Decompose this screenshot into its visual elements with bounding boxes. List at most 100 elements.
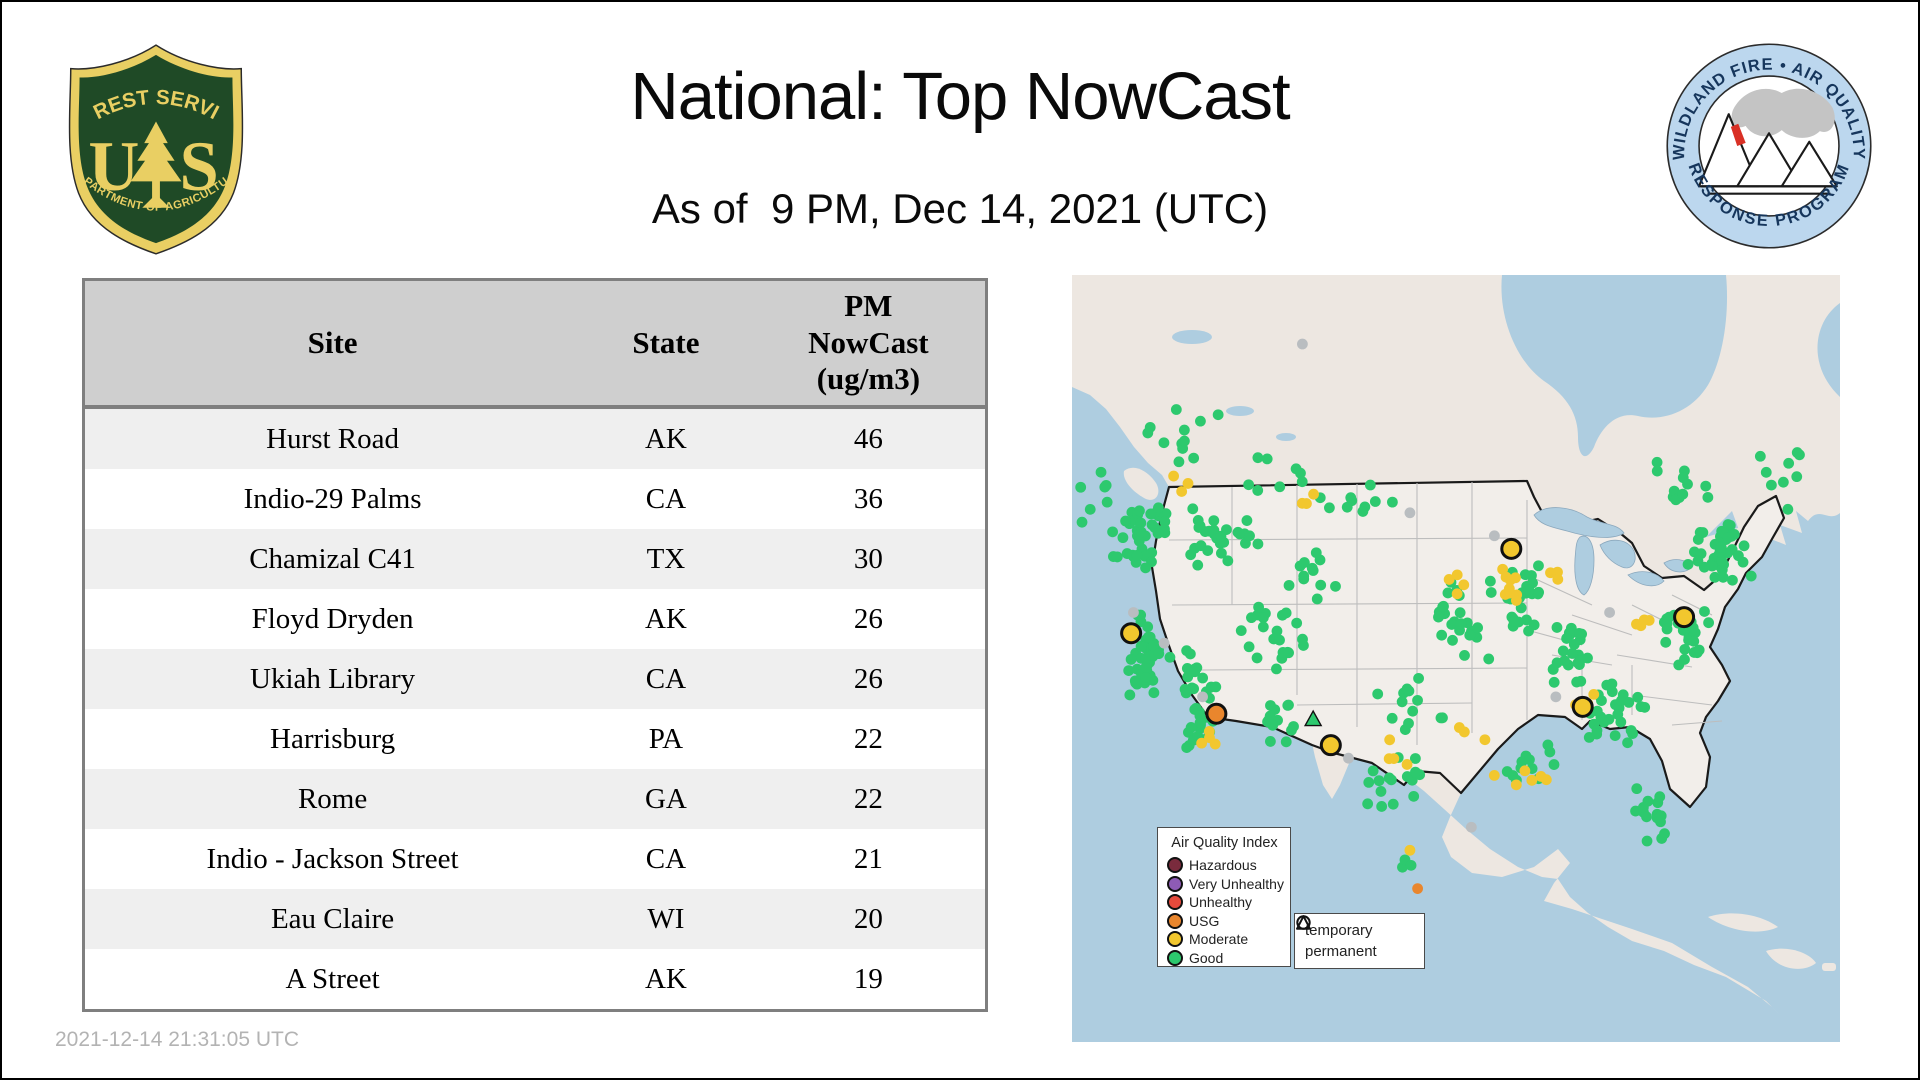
monitor-dot <box>1153 502 1164 514</box>
monitor-dot <box>1438 600 1449 612</box>
monitor-dot <box>1301 498 1312 509</box>
aqi-legend-dot-icon <box>1167 949 1183 966</box>
cell-state: AK <box>580 949 752 1011</box>
monitor-dot <box>1216 547 1227 559</box>
cell-value: 26 <box>751 589 987 649</box>
monitor-dot <box>1760 466 1772 478</box>
monitor-dot <box>1251 652 1263 664</box>
smoke-icon <box>1731 88 1835 138</box>
monitor-dot <box>1606 686 1618 698</box>
monitor-dot <box>1738 540 1750 552</box>
monitor-dot <box>1437 712 1448 724</box>
table-row: Hurst Road AK 46 <box>83 407 987 469</box>
monitor-dot <box>1308 488 1319 500</box>
cell-site: Hurst Road <box>83 407 581 469</box>
monitor-dot <box>1124 689 1136 701</box>
table-row: Floyd Dryden AK 26 <box>83 589 987 649</box>
monitor-dot <box>1655 810 1667 822</box>
aqi-legend-dot-icon <box>1167 912 1183 929</box>
usfs-letter-s: S <box>179 128 218 206</box>
aqi-legend-item: USG <box>1167 912 1290 931</box>
monitor-dot <box>1315 579 1327 591</box>
monitor-dot <box>1076 516 1088 528</box>
cell-site: A Street <box>83 949 581 1011</box>
monitor-dot <box>1451 569 1463 581</box>
monitor-dot <box>1075 481 1087 493</box>
monitor-dot <box>1692 555 1704 567</box>
monitor-dot <box>1401 683 1413 695</box>
aqi-legend-item: Unhealthy <box>1167 893 1290 912</box>
monitor-dot <box>1373 775 1385 787</box>
monitor-dot <box>1540 774 1552 786</box>
aqi-legend-item: Moderate <box>1167 930 1290 949</box>
monitor-dot <box>1791 471 1803 483</box>
flame-mark-icon <box>1730 123 1746 146</box>
highlighted-monitor-ring <box>1571 695 1594 718</box>
ring-markers-layer <box>1120 537 1696 757</box>
monitor-dot <box>1409 753 1421 764</box>
monitor-dot <box>1404 844 1416 856</box>
monitor-dot <box>1641 835 1653 847</box>
monitor-dot <box>1140 662 1152 673</box>
monitor-dot <box>1660 636 1672 648</box>
monitor-dot <box>1612 709 1624 720</box>
monitor-dot <box>1235 625 1247 637</box>
cell-state: CA <box>580 649 752 709</box>
monitor-dot <box>1582 652 1593 664</box>
monitor-dot <box>1196 737 1208 749</box>
cell-state: CA <box>580 469 752 529</box>
monitor-dot <box>1631 783 1643 795</box>
monitor-dot <box>1195 415 1206 427</box>
monitor-dot <box>1561 633 1573 644</box>
monitor-dot <box>1528 619 1540 631</box>
monitor-dot <box>1286 724 1297 736</box>
monitor-dot <box>1533 560 1544 572</box>
dots-layer <box>1075 338 1805 894</box>
monitor-dot <box>1575 675 1587 687</box>
monitor-dot <box>1557 645 1569 657</box>
monitor-dot <box>1677 488 1689 500</box>
monitor-dot <box>1413 672 1424 684</box>
monitor-dot <box>1215 530 1227 542</box>
monitor-dot <box>1716 555 1728 567</box>
monitor-dot <box>1241 515 1253 526</box>
monitor-dot <box>1777 476 1789 488</box>
wfaqrp-logo: WILDLAND FIRE • AIR QUALITY RESPONSE PRO… <box>1663 40 1875 252</box>
permanent-monitor-triangle <box>1303 709 1323 727</box>
generated-timestamp: 2021-12-14 21:31:05 UTC <box>55 1028 299 1051</box>
monitor-dot <box>1168 470 1180 482</box>
monitor-dot <box>1641 811 1652 823</box>
monitor-dot <box>1257 612 1269 623</box>
monitor-dot <box>1142 631 1154 643</box>
temporary-legend-row: temporary <box>1296 915 1424 941</box>
monitor-dot <box>1363 777 1375 788</box>
monitor-dot <box>1135 517 1147 529</box>
monitor-dot <box>1203 726 1215 737</box>
monitor-dot <box>1622 737 1633 749</box>
monitor-dot <box>1765 479 1777 491</box>
page-title: National: Top NowCast <box>630 59 1290 134</box>
monitor-dot <box>1246 612 1257 624</box>
monitor-dot <box>1306 562 1318 574</box>
aqi-legend-dot-icon <box>1167 857 1183 874</box>
monitor-dot <box>1188 452 1200 464</box>
monitor-dot <box>1485 587 1497 598</box>
monitor-dot <box>1367 765 1379 777</box>
monitor-dot <box>1271 663 1282 675</box>
aqi-legend-item: Hazardous <box>1167 856 1290 875</box>
monitor-dot <box>1436 629 1448 641</box>
monitor-dot <box>1458 726 1470 738</box>
monitor-dot <box>1472 622 1483 634</box>
mountains-icon <box>1697 113 1838 195</box>
monitor-dot <box>1510 595 1522 606</box>
monitor-dot <box>1170 404 1182 415</box>
aqi-legend-dot-icon <box>1167 875 1183 892</box>
monitor-dot <box>1291 617 1303 629</box>
monitor-dot <box>1253 601 1265 613</box>
cell-state: AK <box>580 589 752 649</box>
monitor-dot <box>1210 681 1222 693</box>
table-header-row: Site State PM NowCast (ug/m3) <box>83 279 987 409</box>
cell-value: 20 <box>751 889 987 949</box>
monitor-dot <box>1551 657 1563 669</box>
